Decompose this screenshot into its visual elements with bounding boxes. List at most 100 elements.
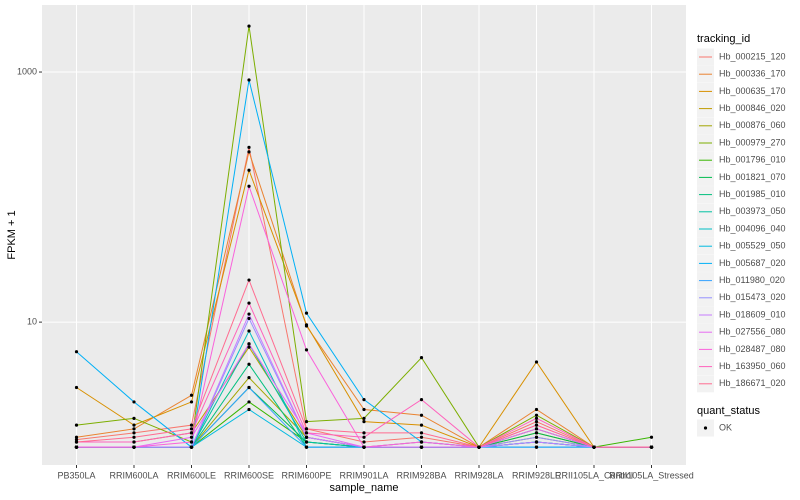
legend-title: tracking_id: [697, 33, 750, 45]
legend-label: Hb_005529_050: [719, 241, 786, 251]
x-tick-label: RRIM600LE: [167, 470, 216, 480]
data-point: [592, 445, 596, 449]
data-point: [534, 440, 539, 444]
data-point: [74, 440, 79, 444]
data-point: [362, 420, 366, 424]
data-point: [362, 445, 366, 449]
data-point: [74, 423, 79, 427]
data-point: [74, 435, 79, 439]
data-point: [247, 278, 251, 282]
data-point: [247, 316, 251, 321]
legend-swatch: [703, 426, 708, 430]
data-point: [247, 345, 251, 349]
data-point: [74, 350, 79, 354]
data-point: [534, 420, 539, 424]
data-point: [189, 440, 194, 444]
data-point: [132, 440, 136, 444]
data-point: [304, 323, 309, 327]
data-point: [362, 398, 366, 402]
legend-label: Hb_000979_270: [719, 137, 786, 147]
x-tick-label: RRIM928LA: [454, 470, 503, 480]
legend-label: Hb_000635_170: [719, 86, 786, 96]
x-tick-label: RRIM600LA: [109, 470, 158, 480]
data-point: [74, 385, 79, 390]
data-point: [419, 445, 424, 449]
y-axis-title: FPKM + 1: [6, 210, 18, 259]
data-point: [247, 375, 251, 380]
data-point: [362, 435, 366, 439]
data-point: [74, 445, 79, 449]
data-point: [534, 445, 539, 449]
x-tick-label: RRII105LA_Control: [555, 470, 633, 480]
data-point: [477, 445, 481, 449]
data-point: [247, 400, 251, 404]
legend-label: Hb_163950_060: [719, 361, 786, 371]
data-point: [247, 184, 251, 188]
data-point: [419, 413, 424, 417]
data-point: [534, 413, 539, 417]
x-tick-label: RRIM600PE: [281, 470, 331, 480]
data-point: [534, 407, 539, 412]
data-point: [534, 431, 539, 435]
x-tick-label: RRIM901LA: [339, 470, 388, 480]
data-point: [189, 445, 194, 449]
data-point: [362, 407, 366, 412]
data-point: [304, 348, 309, 352]
data-point: [132, 423, 136, 427]
data-point: [247, 407, 251, 412]
data-point: [189, 431, 194, 435]
data-point: [247, 24, 251, 28]
legend-label: Hb_018609_010: [719, 309, 786, 319]
legend-label: Hb_000876_060: [719, 120, 786, 130]
data-point: [132, 445, 136, 449]
data-point: [304, 445, 309, 449]
x-tick-label: RRIM600SE: [224, 470, 274, 480]
data-point: [132, 431, 136, 435]
data-point: [304, 427, 309, 431]
data-point: [419, 423, 424, 427]
data-point: [362, 416, 366, 420]
data-point: [247, 312, 251, 316]
data-point: [304, 431, 309, 435]
legend-label: Hb_015473_020: [719, 292, 786, 302]
data-point: [189, 427, 194, 431]
data-point: [419, 431, 424, 435]
legend-label: Hb_001985_010: [719, 189, 786, 199]
legend-label: Hb_186671_020: [719, 378, 786, 388]
data-point: [189, 423, 194, 427]
data-point: [419, 435, 424, 439]
data-point: [419, 398, 424, 402]
legend-label: OK: [719, 422, 732, 432]
data-point: [247, 362, 251, 366]
legend-label: Hb_005687_020: [719, 258, 786, 268]
x-tick-label: RRII105LA_Stressed: [609, 470, 694, 480]
data-point: [534, 360, 539, 364]
x-tick-label: RRIM928LE: [512, 470, 561, 480]
data-point: [247, 385, 251, 390]
data-point: [534, 435, 539, 439]
data-point: [247, 342, 251, 346]
data-point: [132, 400, 136, 404]
data-point: [534, 423, 539, 427]
data-point: [362, 431, 366, 435]
data-point: [247, 150, 251, 154]
data-point: [189, 393, 194, 397]
legend-label: Hb_000215_120: [719, 51, 786, 61]
data-point: [649, 435, 654, 439]
data-point: [132, 427, 136, 431]
legend-label: Hb_027556_080: [719, 327, 786, 337]
data-point: [189, 400, 194, 404]
data-point: [419, 356, 424, 360]
data-point: [247, 145, 251, 149]
legend-label: Hb_000846_020: [719, 103, 786, 113]
y-tick-label: 1000: [17, 66, 37, 76]
data-point: [132, 435, 136, 439]
data-point: [419, 440, 424, 444]
legend-label: Hb_001821_070: [719, 172, 786, 182]
data-point: [649, 445, 654, 449]
x-tick-label: PB350LA: [57, 470, 95, 480]
data-point: [132, 416, 136, 420]
data-point: [247, 78, 251, 82]
data-point: [304, 311, 309, 315]
